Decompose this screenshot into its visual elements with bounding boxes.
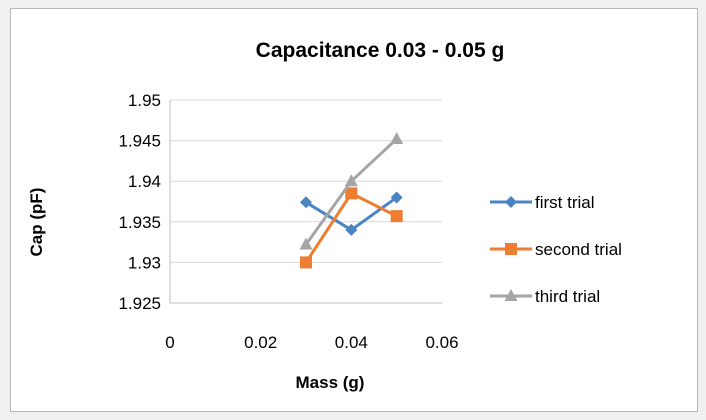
legend-marker-second-trial (505, 243, 517, 255)
x-tick-label: 0.04 (335, 333, 368, 352)
x-tick-label: 0.06 (425, 333, 458, 352)
x-tick-label: 0 (165, 333, 174, 352)
plot-area (299, 131, 404, 269)
chart-frame (10, 8, 698, 412)
legend-marker-first-trial (505, 196, 517, 208)
legend-label-third-trial: third trial (535, 287, 600, 306)
data-point-first-trial (300, 196, 312, 209)
data-point-third-trial (299, 237, 313, 250)
legend-marker-third-trial (504, 289, 518, 301)
tick-labels: 1.95 1.945 1.94 1.935 1.93 1.925 0 0.02 0.04 0.06 (118, 91, 458, 352)
data-point-third-trial (344, 174, 358, 187)
legend-label-second-trial: second trial (535, 240, 622, 259)
y-axis-label: Cap (pF) (27, 188, 46, 257)
y-tick-label: 1.93 (128, 253, 161, 272)
data-point-second-trial (345, 187, 358, 200)
axes (169, 100, 442, 304)
data-point-first-trial (345, 223, 358, 236)
y-tick-label: 1.925 (118, 294, 161, 313)
y-tick-label: 1.94 (128, 172, 161, 191)
chart-title: Capacitance 0.03 - 0.05 g (256, 39, 505, 62)
legend-label-first-trial: first trial (535, 193, 595, 212)
legend: first trial second trial third trial (490, 193, 622, 306)
data-point-first-trial (390, 191, 403, 204)
data-point-second-trial (390, 210, 403, 223)
y-tick-label: 1.95 (128, 91, 161, 110)
y-tick-label: 1.935 (118, 213, 161, 232)
data-point-third-trial (390, 131, 404, 144)
data-point-second-trial (300, 256, 312, 269)
y-tick-label: 1.945 (118, 132, 161, 151)
x-axis-label: Mass (g) (296, 373, 365, 392)
x-tick-label: 0.02 (244, 333, 277, 352)
